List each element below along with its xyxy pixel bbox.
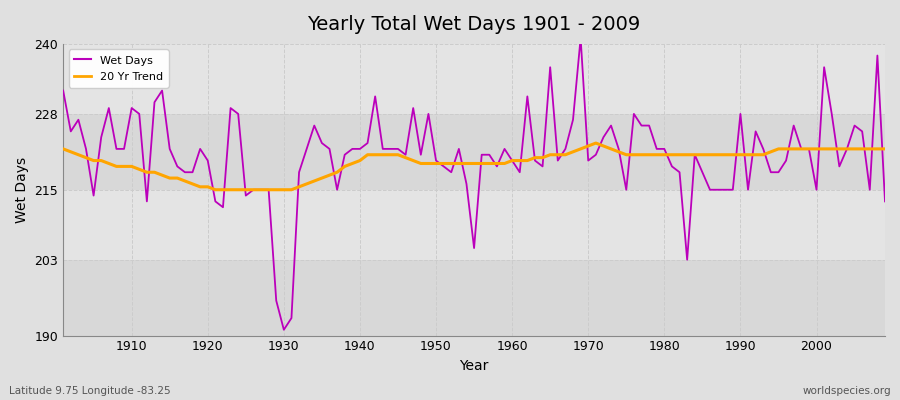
Bar [63,260,885,336]
20 Yr Trend [210,187,220,192]
Bar [63,44,885,114]
Wet Days [514,170,525,175]
Wet Days [58,88,68,93]
Line: 20 Yr Trend: 20 Yr Trend [63,143,885,190]
Wet Days [575,36,586,40]
20 Yr Trend [293,184,304,189]
Line: Wet Days: Wet Days [63,38,885,330]
20 Yr Trend [613,150,624,154]
Wet Days [278,327,289,332]
20 Yr Trend [339,164,350,169]
Wet Days [293,170,304,175]
Wet Days [119,146,130,151]
20 Yr Trend [507,158,517,163]
Text: worldspecies.org: worldspecies.org [803,386,891,396]
20 Yr Trend [514,158,525,163]
20 Yr Trend [590,141,601,146]
20 Yr Trend [119,164,130,169]
Text: Latitude 9.75 Longitude -83.25: Latitude 9.75 Longitude -83.25 [9,386,171,396]
20 Yr Trend [879,146,890,151]
Legend: Wet Days, 20 Yr Trend: Wet Days, 20 Yr Trend [68,50,168,88]
Wet Days [879,199,890,204]
Wet Days [613,146,624,151]
Bar [63,190,885,260]
Bar [63,114,885,190]
Wet Days [339,152,350,157]
Title: Yearly Total Wet Days 1901 - 2009: Yearly Total Wet Days 1901 - 2009 [308,15,641,34]
Wet Days [507,158,517,163]
20 Yr Trend [58,146,68,151]
X-axis label: Year: Year [459,359,489,373]
Y-axis label: Wet Days: Wet Days [15,157,29,223]
